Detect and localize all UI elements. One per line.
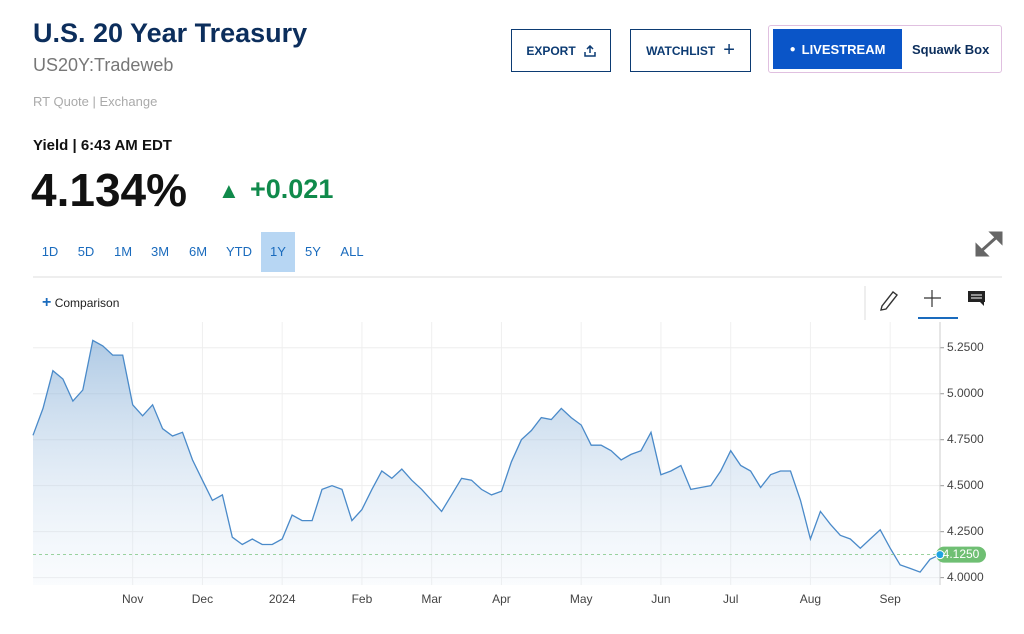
price: 4.134% <box>31 164 188 216</box>
x-tick-label: Aug <box>800 592 821 606</box>
plot: Nov Dec 2024 Feb Mar Apr May Jun Jul Aug Sep 4.0000… <box>32 322 986 606</box>
y-tick-label: 5.0000 <box>947 386 984 400</box>
label: WATCHLIST <box>646 43 716 58</box>
range-button[interactable]: 3M <box>150 244 170 259</box>
x-tick-label: Feb <box>352 592 373 606</box>
x-tick-label: Dec <box>192 592 213 606</box>
range-button[interactable]: YTD <box>226 244 252 259</box>
change: +0.021 <box>250 174 334 204</box>
comparison-button[interactable]: + Comparison <box>42 294 119 312</box>
range-button[interactable]: 1D <box>41 244 59 259</box>
last-label: 4.1250 <box>943 547 980 561</box>
range-button[interactable]: 6M <box>188 244 208 259</box>
x-tick-label: Jun <box>651 592 670 606</box>
up-arrow: ▲ <box>218 178 240 203</box>
x-tick-label: 2024 <box>269 592 296 606</box>
last-dot <box>935 550 945 560</box>
x-tick-label: Apr <box>492 592 511 606</box>
label: LIVESTREAM <box>801 41 886 57</box>
y-tick-label: 5.2500 <box>947 340 984 354</box>
line <box>32 339 941 573</box>
y-tick-label: 4.2500 <box>947 524 984 538</box>
y-tick-label: 4.7500 <box>947 432 984 446</box>
expand-icon[interactable] <box>975 231 1003 257</box>
x-tick-label: Nov <box>122 592 143 606</box>
symbol: US20Y:Tradeweb <box>33 55 174 75</box>
range-button[interactable]: 5D <box>77 244 95 259</box>
area <box>33 340 940 585</box>
live-box <box>768 25 1002 73</box>
crosshair-icon[interactable] <box>924 290 941 307</box>
dot: ● <box>789 43 796 55</box>
comment-icon[interactable] <box>968 291 985 306</box>
range-button[interactable]: 1Y <box>261 232 295 272</box>
range-button[interactable]: 5Y <box>305 244 321 259</box>
upload-icon <box>583 44 596 57</box>
export-button[interactable]: EXPORT <box>511 29 611 72</box>
last-badge <box>936 546 986 563</box>
pencil-icon[interactable] <box>880 291 898 311</box>
x-tick-label: Jul <box>723 592 738 606</box>
quote-label: Yield | 6:43 AM EDT <box>33 137 172 154</box>
range-button[interactable]: 1M <box>113 244 133 259</box>
label: EXPORT <box>526 43 576 58</box>
plus-icon: + <box>42 294 52 311</box>
plus-icon: + <box>723 39 735 61</box>
y-tick-label: 4.0000 <box>947 570 984 584</box>
quote-note: RT Quote | Exchange <box>33 94 158 109</box>
x-tick-label: May <box>570 592 593 606</box>
label: Comparison <box>54 296 120 310</box>
squawk-link[interactable]: Squawk Box <box>912 42 990 57</box>
x-tick-label: Sep <box>879 592 901 606</box>
x-tick-label: Mar <box>421 592 442 606</box>
livestream-button[interactable]: ● LIVESTREAM <box>773 29 902 69</box>
range-button[interactable]: ALL <box>340 244 364 259</box>
watchlist-button[interactable]: WATCHLIST + <box>630 29 751 72</box>
y-tick-label: 4.5000 <box>947 478 984 492</box>
title: U.S. 20 Year Treasury <box>33 18 308 48</box>
